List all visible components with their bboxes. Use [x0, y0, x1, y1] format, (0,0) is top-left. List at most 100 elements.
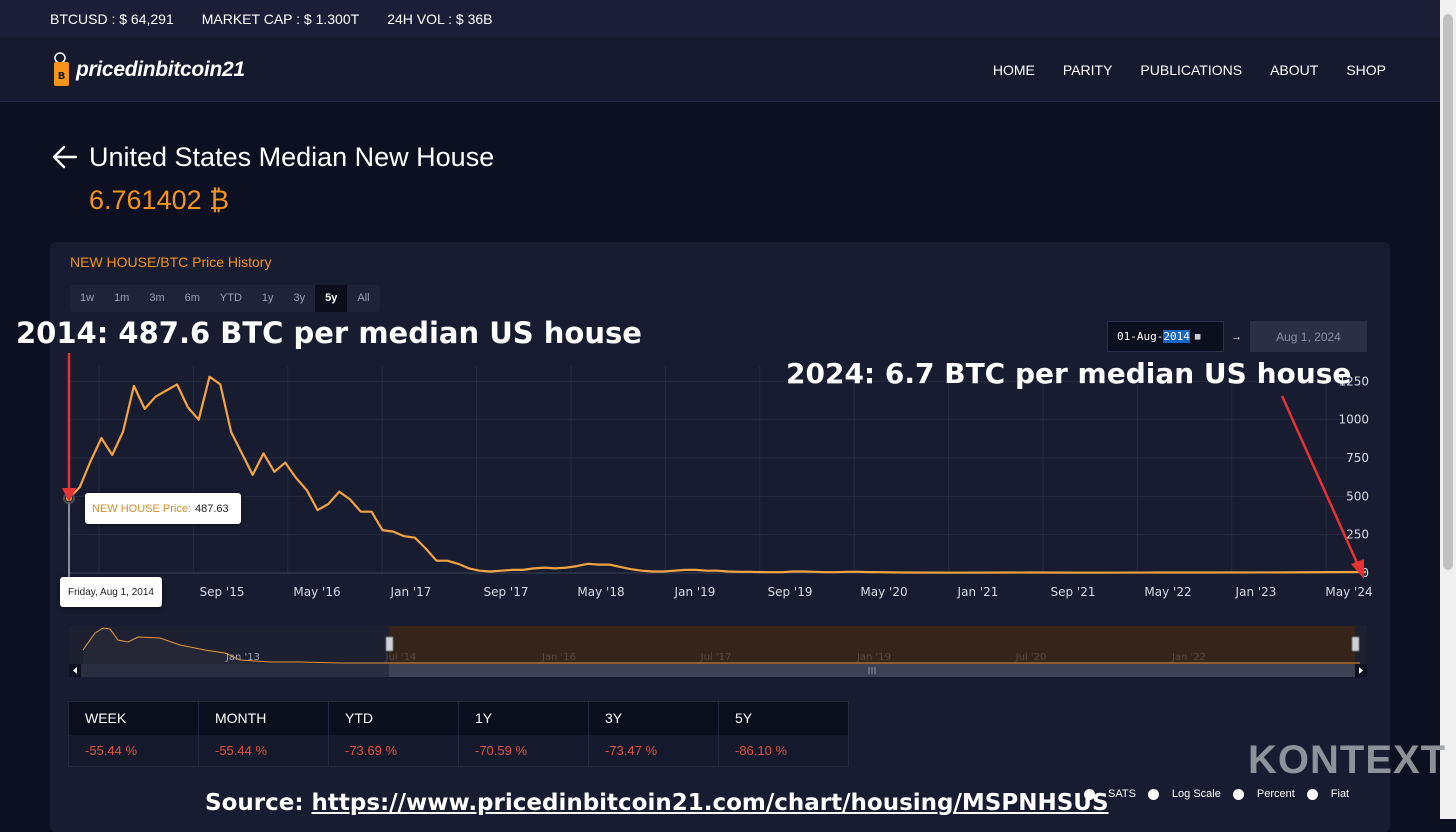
y-tick-label: 500: [1346, 489, 1369, 503]
navigator-handle-right: [1351, 636, 1360, 652]
navigator-label: Jul '20: [1015, 652, 1047, 663]
range-5y[interactable]: 5y: [315, 285, 348, 312]
navigator-label: Jan '22: [1171, 652, 1206, 663]
tooltip-label: NEW HOUSE Price:: [92, 502, 192, 515]
scrollbar-thumb[interactable]: [1443, 14, 1453, 570]
bitcoin-tag-icon: B: [54, 52, 69, 86]
ticker-bar: BTCUSD : $ 64,291 MARKET CAP : $ 1.300T …: [0, 0, 1440, 38]
perf-header: 3Y: [588, 701, 719, 735]
date-range-arrow: →: [1231, 331, 1242, 343]
source-link[interactable]: https://www.pricedinbitcoin21.com/chart/…: [311, 790, 1109, 816]
x-tick-label: May '24: [1325, 585, 1372, 599]
date-from-year: 2014: [1163, 330, 1190, 343]
btc-price: 6.761402 ₿: [89, 185, 230, 215]
perf-value: -55.44 %: [198, 734, 329, 767]
x-tick-label: May '22: [1144, 585, 1191, 599]
x-tick-label: May '16: [293, 585, 340, 599]
sats-label: SATS: [1108, 788, 1136, 800]
range-1m[interactable]: 1m: [114, 292, 130, 304]
navigator-label: Jul '14: [385, 652, 417, 663]
range-1w[interactable]: 1w: [80, 292, 95, 304]
date-to-input[interactable]: Aug 1, 2024: [1250, 321, 1367, 352]
chart-options: SATS Log Scale Percent Fiat: [1084, 788, 1361, 800]
performance-table: WEEK MONTH YTD 1Y 3Y 5Y -55.44 % -55.44 …: [68, 701, 849, 767]
calendar-icon[interactable]: ▦: [1194, 331, 1201, 342]
logo-text: pricedinbitcoin21: [76, 58, 245, 81]
log-scale-radio[interactable]: [1147, 788, 1159, 800]
annotation-arrow-right: [1280, 395, 1360, 566]
sats-radio[interactable]: [1084, 788, 1095, 800]
market-cap-ticker: MARKET CAP : $ 1.300T: [201, 11, 360, 27]
navigator-selected-range: [389, 626, 1355, 664]
range-selector: 1w 1m 3m 6m YTD 1y 3y 5y All: [70, 285, 380, 312]
x-tick-label: May '20: [860, 585, 907, 599]
y-tick-label: 1000: [1338, 413, 1369, 427]
navigator-left-arrow-icon: [73, 667, 77, 674]
navigator-line: [82, 627, 1360, 664]
percent-label: Percent: [1256, 788, 1295, 800]
volume-ticker: 24H VOL : $ 36B: [387, 11, 493, 27]
date-from-prefix: 01-Aug-: [1117, 330, 1164, 343]
perf-header: WEEK: [68, 701, 199, 735]
perf-value: -55.44 %: [68, 734, 199, 767]
date-from-input[interactable]: 01-Aug- 2014 ▦: [1107, 321, 1224, 352]
log-scale-label: Log Scale: [1171, 788, 1221, 800]
price-chart[interactable]: Jan '13 Jul '14 Jan '16 Jul '17 Jan '19 Jul '…: [0, 0, 1440, 819]
range-1y[interactable]: 1y: [261, 292, 274, 304]
performance-value-row: -55.44 % -55.44 % -73.69 % -70.59 % -73.…: [68, 734, 849, 767]
tooltip-date: Friday, Aug 1, 2014: [60, 577, 162, 607]
back-arrow-icon[interactable]: [52, 144, 78, 170]
y-tick-label: 1250: [1338, 374, 1369, 388]
annotation-arrowhead-right: [1351, 559, 1364, 579]
nav-parity[interactable]: PARITY: [1062, 61, 1113, 78]
annotation-2014: 2014: 487.6 BTC per median US house: [16, 316, 642, 350]
navigator-right-arrow-icon: [1359, 667, 1363, 674]
range-ytd[interactable]: YTD: [219, 292, 242, 304]
page-scrollbar[interactable]: [1440, 0, 1456, 819]
range-3m[interactable]: 3m: [149, 292, 165, 304]
nav-shop[interactable]: SHOP: [1346, 61, 1386, 78]
perf-header: YTD: [328, 701, 459, 735]
source-prefix: Source:: [205, 790, 312, 816]
x-tick-label: Jan '19: [674, 585, 716, 599]
btcusd-ticker: BTCUSD : $ 64,291: [50, 11, 174, 27]
x-tick-label: Sep '17: [484, 585, 529, 599]
range-all[interactable]: All: [357, 292, 370, 304]
annotation-2024: 2024: 6.7 BTC per median US house: [786, 357, 1352, 390]
percent-radio[interactable]: [1232, 788, 1244, 800]
navigator-label: Jan '13: [225, 652, 260, 663]
range-6m[interactable]: 6m: [184, 292, 200, 304]
x-tick-label: Jan '23: [1235, 585, 1277, 599]
navigator-area: [83, 628, 1360, 664]
source-caption: Source: https://www.pricedinbitcoin21.co…: [205, 790, 1109, 816]
y-tick-label: 750: [1346, 451, 1369, 465]
x-tick-label: Sep '15: [200, 585, 245, 599]
nav-publications[interactable]: PUBLICATIONS: [1140, 61, 1243, 78]
perf-header: 1Y: [458, 701, 589, 735]
x-tick-label: Sep '19: [768, 585, 813, 599]
chart-title: NEW HOUSE/BTC Price History: [70, 254, 272, 270]
perf-value: -73.47 %: [588, 734, 719, 767]
hover-tooltip: NEW HOUSE Price: 487.63: [85, 493, 241, 524]
navigator-handle-left: [385, 636, 394, 652]
perf-header: 5Y: [718, 701, 849, 735]
navigator-grip-icon: [868, 667, 876, 674]
x-tick-label: Jan '21: [957, 585, 999, 599]
range-3y[interactable]: 3y: [293, 292, 306, 304]
svg-text:B: B: [58, 71, 66, 82]
x-tick-label: Sep '21: [1051, 585, 1096, 599]
x-tick-label: May '18: [577, 585, 624, 599]
tooltip-value: 487.63: [195, 502, 229, 515]
logo[interactable]: B pricedinbitcoin21: [52, 52, 245, 88]
perf-value: -73.69 %: [328, 734, 459, 767]
kontext-watermark: KONTEXT: [1248, 738, 1447, 782]
navigator-label: Jan '19: [856, 652, 891, 663]
y-tick-label: 0: [1361, 566, 1369, 580]
nav-home[interactable]: HOME: [992, 61, 1035, 78]
y-tick-label: 250: [1346, 528, 1369, 542]
fiat-radio[interactable]: [1306, 788, 1318, 800]
nav-about[interactable]: ABOUT: [1270, 61, 1319, 78]
performance-header-row: WEEK MONTH YTD 1Y 3Y 5Y: [68, 701, 849, 735]
fiat-label: Fiat: [1330, 788, 1350, 800]
price-line: [68, 375, 1367, 574]
